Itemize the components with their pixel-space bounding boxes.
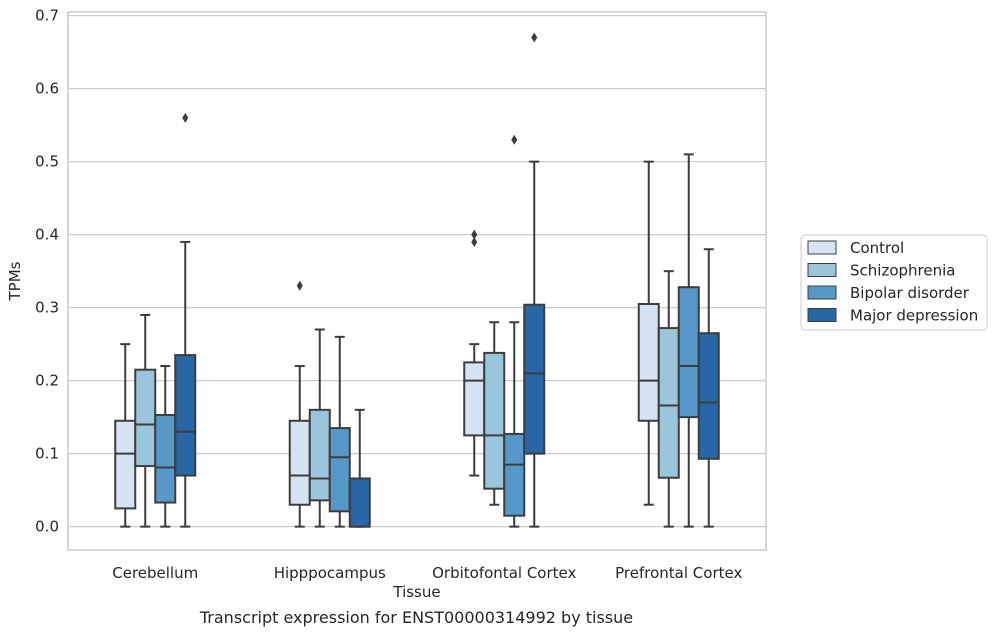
box [114, 419, 137, 510]
y-tick-label: 0.2 [35, 372, 59, 390]
box [154, 413, 177, 504]
box [697, 332, 720, 460]
figure-caption: Transcript expression for ENST0000031499… [199, 608, 634, 627]
box [657, 327, 680, 479]
box-group [697, 248, 720, 528]
box [308, 408, 331, 502]
box [288, 419, 311, 506]
legend-frame [800, 234, 988, 331]
box-group [463, 229, 486, 477]
y-tick-label: 0.5 [35, 153, 59, 171]
outlier-marker [182, 112, 189, 123]
box-group [174, 112, 197, 528]
y-tick-label: 0.4 [35, 226, 59, 244]
box-group [503, 134, 526, 528]
legend-swatch [807, 308, 837, 322]
legend-label: Major depression [850, 307, 978, 325]
box-group [154, 365, 177, 528]
y-tick-label: 0.0 [35, 518, 59, 536]
legend-swatch [807, 263, 837, 277]
box [174, 354, 197, 477]
y-axis-label: TPMs [6, 261, 24, 301]
x-axis-label: Tissue [392, 583, 440, 601]
x-tick-label: Hipppocampus [274, 564, 386, 582]
outlier-marker [471, 229, 478, 240]
outlier-marker [531, 32, 538, 43]
box [348, 477, 371, 528]
box-group [483, 321, 506, 506]
x-tick-label: Cerebellum [112, 564, 198, 582]
legend-label: Schizophrenia [850, 262, 955, 280]
legend-label: Control [850, 239, 904, 257]
x-tick-label: Orbitofontal Cortex [432, 564, 576, 582]
legend-swatch [807, 240, 837, 255]
y-tick-label: 0.6 [35, 80, 59, 98]
legend: Control Schizophrenia Bipolar disorder Majo… [800, 234, 988, 331]
y-tick-label: 0.3 [35, 299, 59, 317]
outlier-marker [471, 236, 478, 247]
box-group [328, 335, 351, 528]
box-group [114, 343, 137, 528]
box [483, 351, 506, 490]
y-tick-label: 0.7 [35, 7, 59, 25]
box [463, 361, 486, 437]
boxes [114, 32, 720, 528]
box [134, 368, 157, 468]
box [637, 302, 660, 422]
box [328, 427, 351, 513]
box [677, 286, 700, 419]
x-tick-labels: Cerebellum Hipppocampus Orbitofontal Corte… [112, 564, 742, 582]
box-group [637, 160, 660, 506]
legend-label: Bipolar disorder [850, 284, 970, 302]
legend-swatch [807, 285, 837, 300]
box [503, 432, 526, 517]
outlier-marker [511, 134, 518, 145]
box-group [308, 328, 331, 528]
x-tick-label: Prefrontal Cortex [615, 564, 742, 582]
y-tick-label: 0.1 [35, 445, 59, 463]
plot-frame [67, 11, 767, 551]
y-tick-labels: 0.0 0.1 0.2 0.3 0.4 0.5 0.6 0.7 [35, 7, 59, 536]
outlier-marker [296, 280, 303, 291]
box-group [523, 32, 546, 528]
box [523, 303, 546, 455]
box-group [348, 408, 371, 528]
box-group [288, 280, 311, 528]
